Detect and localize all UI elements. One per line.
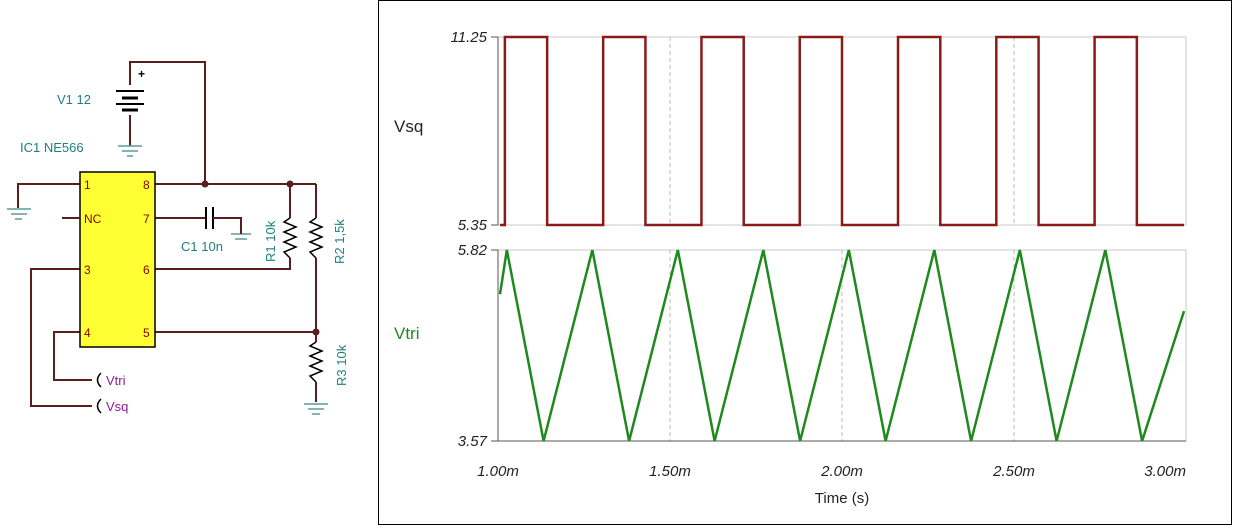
r3-label: R3 10k — [334, 344, 349, 386]
x-tick-labels: 1.00m 1.50m 2.00m 2.50m 3.00m — [477, 463, 1186, 480]
ground-icon — [7, 208, 31, 220]
vsq-ylabel: Vsq — [394, 117, 423, 136]
pin-3-label: 3 — [84, 263, 91, 277]
probe-vtri-label: Vtri — [106, 373, 126, 388]
capacitor-c1 — [205, 207, 214, 229]
pin-4-label: 4 — [84, 326, 91, 340]
junction-dot — [312, 328, 320, 336]
x-tick-label: 3.00m — [1144, 463, 1186, 480]
c1-label: C1 10n — [181, 239, 223, 254]
battery-label: V1 12 — [57, 92, 91, 107]
vtri-ytick-max: 5.82 — [458, 242, 488, 259]
resistor-r2 — [308, 217, 324, 259]
pin-nc-label: NC — [84, 212, 102, 226]
wire-pin4-vtri — [53, 331, 92, 381]
vtri-trace — [498, 249, 1186, 442]
ground-icon — [118, 145, 142, 157]
wire-pin3-vsq — [30, 268, 92, 407]
probe-vsq-label: Vsq — [106, 399, 128, 414]
x-tick-label: 2.50m — [992, 463, 1035, 480]
x-tick-label: 2.00m — [820, 463, 863, 480]
r1-label: R1 10k — [263, 220, 278, 262]
vsq-trace — [500, 35, 1184, 227]
vsq-ytick-min: 5.35 — [458, 217, 488, 234]
junction-dot — [286, 180, 294, 188]
resistor-r3 — [308, 341, 324, 383]
wire-pin1-ground — [17, 183, 80, 208]
battery-symbol — [116, 90, 144, 112]
vtri-ylabel: Vtri — [394, 324, 420, 343]
pin-1-label: 1 — [84, 178, 91, 192]
circuit-schematic: + V1 12 IC1 NE566 1 NC 3 4 8 7 6 5 C1 10… — [7, 61, 349, 415]
waveform-plots: 11.25 5.35 Vsq 5.82 3.57 Vtri 1.00m 1.50m… — [394, 29, 1187, 507]
battery-plus-sign: + — [138, 67, 145, 81]
x-tick-label: 1.50m — [649, 463, 691, 480]
waveform-panel: 11.25 5.35 Vsq 5.82 3.57 Vtri 1.00m 1.50m… — [378, 0, 1232, 525]
ground-icon — [231, 233, 251, 240]
pin-6-label: 6 — [143, 263, 150, 277]
wire-r1-pin6 — [155, 258, 291, 270]
probe-vsq-icon — [96, 398, 102, 414]
r2-label: R2 1,5k — [332, 219, 347, 264]
pin-8-label: 8 — [143, 178, 150, 192]
pin-7-label: 7 — [143, 212, 150, 226]
probe-vtri-icon — [96, 372, 102, 388]
ic-body — [79, 171, 156, 348]
x-axis-label: Time (s) — [815, 490, 869, 507]
ic-label: IC1 NE566 — [20, 140, 84, 155]
ground-icon — [304, 403, 328, 415]
wire-vcc — [129, 61, 206, 183]
vsq-ytick-max: 11.25 — [451, 29, 488, 46]
x-tick-label: 1.00m — [477, 463, 519, 480]
resistor-r1 — [282, 217, 298, 259]
pin-5-label: 5 — [143, 326, 150, 340]
junction-dot — [201, 180, 209, 188]
vtri-ytick-min: 3.57 — [458, 433, 488, 450]
wire-c1-ground — [213, 217, 242, 234]
